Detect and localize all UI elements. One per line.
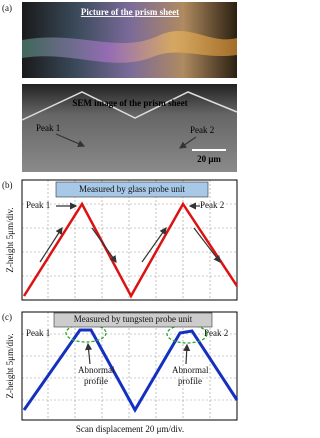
title-box (55, 181, 209, 198)
profile-line (22, 201, 239, 299)
figure: (a) Picture of the prism sheet SEM image… (2, 2, 239, 434)
sem-image (22, 84, 237, 172)
sem-caption: SEM image of the prism sheet (72, 98, 187, 108)
arrow (183, 343, 191, 365)
annotation: profile (178, 376, 202, 386)
peak-label: Peak 2 (200, 200, 224, 210)
annotation: Abnormal (78, 365, 115, 375)
title-box (53, 312, 213, 328)
plot-frame (21, 311, 238, 421)
scale-bar-label: 20 μm (197, 154, 221, 164)
arrow (55, 133, 86, 147)
peak-label: Peak 2 (204, 328, 228, 338)
arrow (91, 227, 117, 263)
panel-label: (c) (2, 312, 12, 322)
panel-label: (a) (2, 3, 12, 13)
plot-title: Measured by glass probe unit (79, 184, 185, 194)
photo-streak (22, 30, 237, 63)
peak-label: Peak 1 (26, 328, 50, 338)
arrow (193, 227, 221, 263)
peak-label: Peak 1 (26, 200, 50, 210)
plot-title: Measured by tungsten probe unit (74, 314, 193, 324)
x-axis-label: Scan displacement 20 μm/div. (76, 424, 184, 434)
arrow (179, 136, 197, 149)
plot-frame (21, 179, 238, 301)
photo-caption: Picture of the prism sheet (81, 7, 179, 17)
y-axis-label: Z-height 5μm/div. (5, 207, 15, 272)
sem-ridge (21, 91, 238, 121)
arrow (141, 227, 167, 263)
annotation: Abnormal (172, 365, 209, 375)
annotation: profile (84, 376, 108, 386)
profile-line (22, 328, 239, 414)
y-axis-label: Z-height 5μm/div. (5, 333, 15, 398)
peak-label: Peak 2 (190, 125, 214, 135)
panel-label: (b) (2, 180, 13, 190)
arrow (85, 342, 93, 365)
arrow (39, 226, 63, 263)
peak-label: Peak 1 (36, 123, 60, 133)
